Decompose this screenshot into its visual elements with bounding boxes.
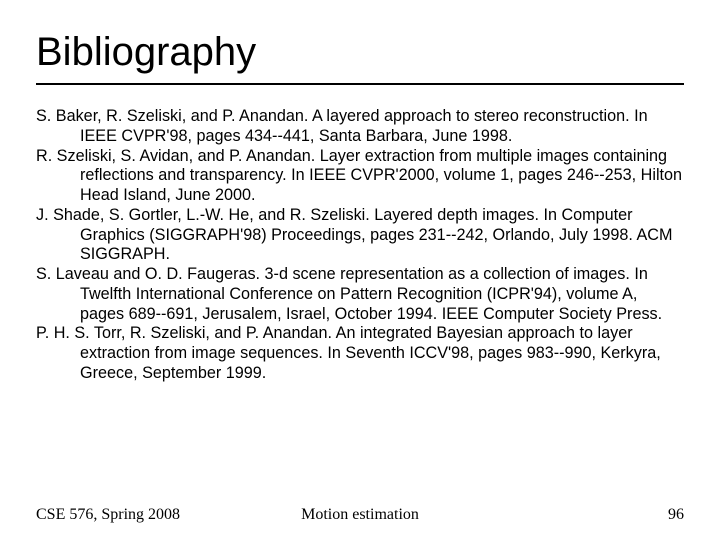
page-title: Bibliography	[36, 20, 684, 75]
footer-left: CSE 576, Spring 2008	[36, 506, 252, 524]
slide-footer: CSE 576, Spring 2008 Motion estimation 9…	[36, 506, 684, 524]
footer-center: Motion estimation	[252, 506, 468, 524]
title-rule	[36, 83, 684, 85]
slide: Bibliography S. Baker, R. Szeliski, and …	[0, 0, 720, 540]
bib-entry: S. Baker, R. Szeliski, and P. Anandan. A…	[36, 107, 684, 147]
bibliography-body: S. Baker, R. Szeliski, and P. Anandan. A…	[36, 107, 684, 384]
bib-entry: J. Shade, S. Gortler, L.-W. He, and R. S…	[36, 206, 684, 265]
bib-entry: S. Laveau and O. D. Faugeras. 3-d scene …	[36, 265, 684, 324]
bib-entry: R. Szeliski, S. Avidan, and P. Anandan. …	[36, 147, 684, 206]
bib-entry: P. H. S. Torr, R. Szeliski, and P. Anand…	[36, 324, 684, 383]
footer-page-number: 96	[468, 506, 684, 524]
